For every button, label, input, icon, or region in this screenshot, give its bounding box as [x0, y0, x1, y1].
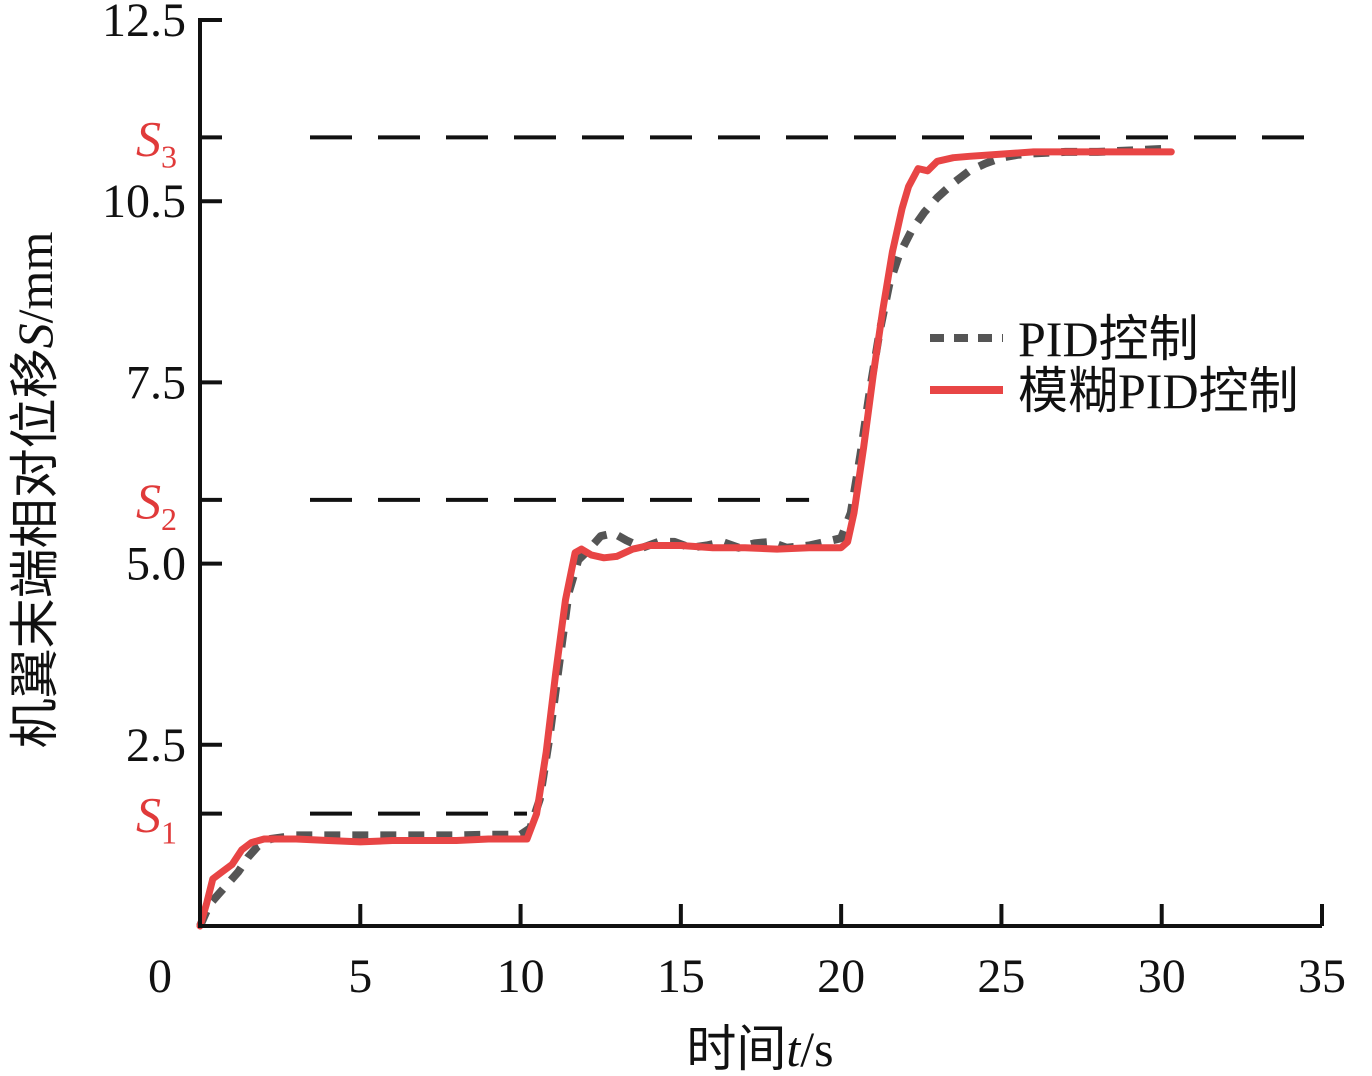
x-tick-label: 10: [497, 950, 545, 1003]
x-tick-label: 20: [817, 950, 865, 1003]
reference-labels: S1 S2 S3: [136, 110, 177, 850]
reference-lines: [200, 135, 1306, 816]
x-tick-label: 15: [657, 950, 705, 1003]
series-lines: [196, 145, 1175, 930]
y-tick-label: 10.5: [102, 175, 186, 228]
legend-label-pid: PID控制: [1018, 311, 1199, 367]
x-tick-label: 25: [977, 950, 1025, 1003]
series-line-fuzzy-pid: [196, 148, 1175, 930]
y-tick-label: 7.5: [126, 356, 186, 409]
y-tick-label: 2.5: [126, 719, 186, 772]
y-ticks: 2.5 5.0 7.5 10.5 12.5: [102, 0, 222, 772]
x-tick-label: 35: [1298, 950, 1346, 1003]
reference-label-s3: S3: [136, 110, 177, 174]
y-tick-label: 5.0: [126, 538, 186, 591]
series-line-pid: [196, 145, 1172, 928]
x-tick-label: 5: [348, 950, 372, 1003]
axes: [198, 18, 1322, 928]
legend: PID控制 模糊PID控制: [930, 311, 1299, 419]
x-tick-label: 0: [148, 950, 172, 1003]
legend-label-fuzzy-pid: 模糊PID控制: [1018, 363, 1299, 419]
y-axis-label: 机翼末端相对位移S/mm: [7, 232, 63, 749]
reference-label-s1: S1: [136, 787, 177, 851]
x-tick-label: 30: [1138, 950, 1186, 1003]
y-tick-label: 12.5: [102, 0, 186, 47]
x-ticks: 0 5 10 15 20 25 30 35: [148, 904, 1346, 1003]
x-axis-label: 时间t/s: [686, 1021, 833, 1076]
reference-label-s2: S2: [136, 473, 177, 537]
